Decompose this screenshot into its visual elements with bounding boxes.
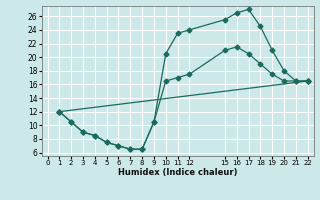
X-axis label: Humidex (Indice chaleur): Humidex (Indice chaleur) (118, 168, 237, 177)
